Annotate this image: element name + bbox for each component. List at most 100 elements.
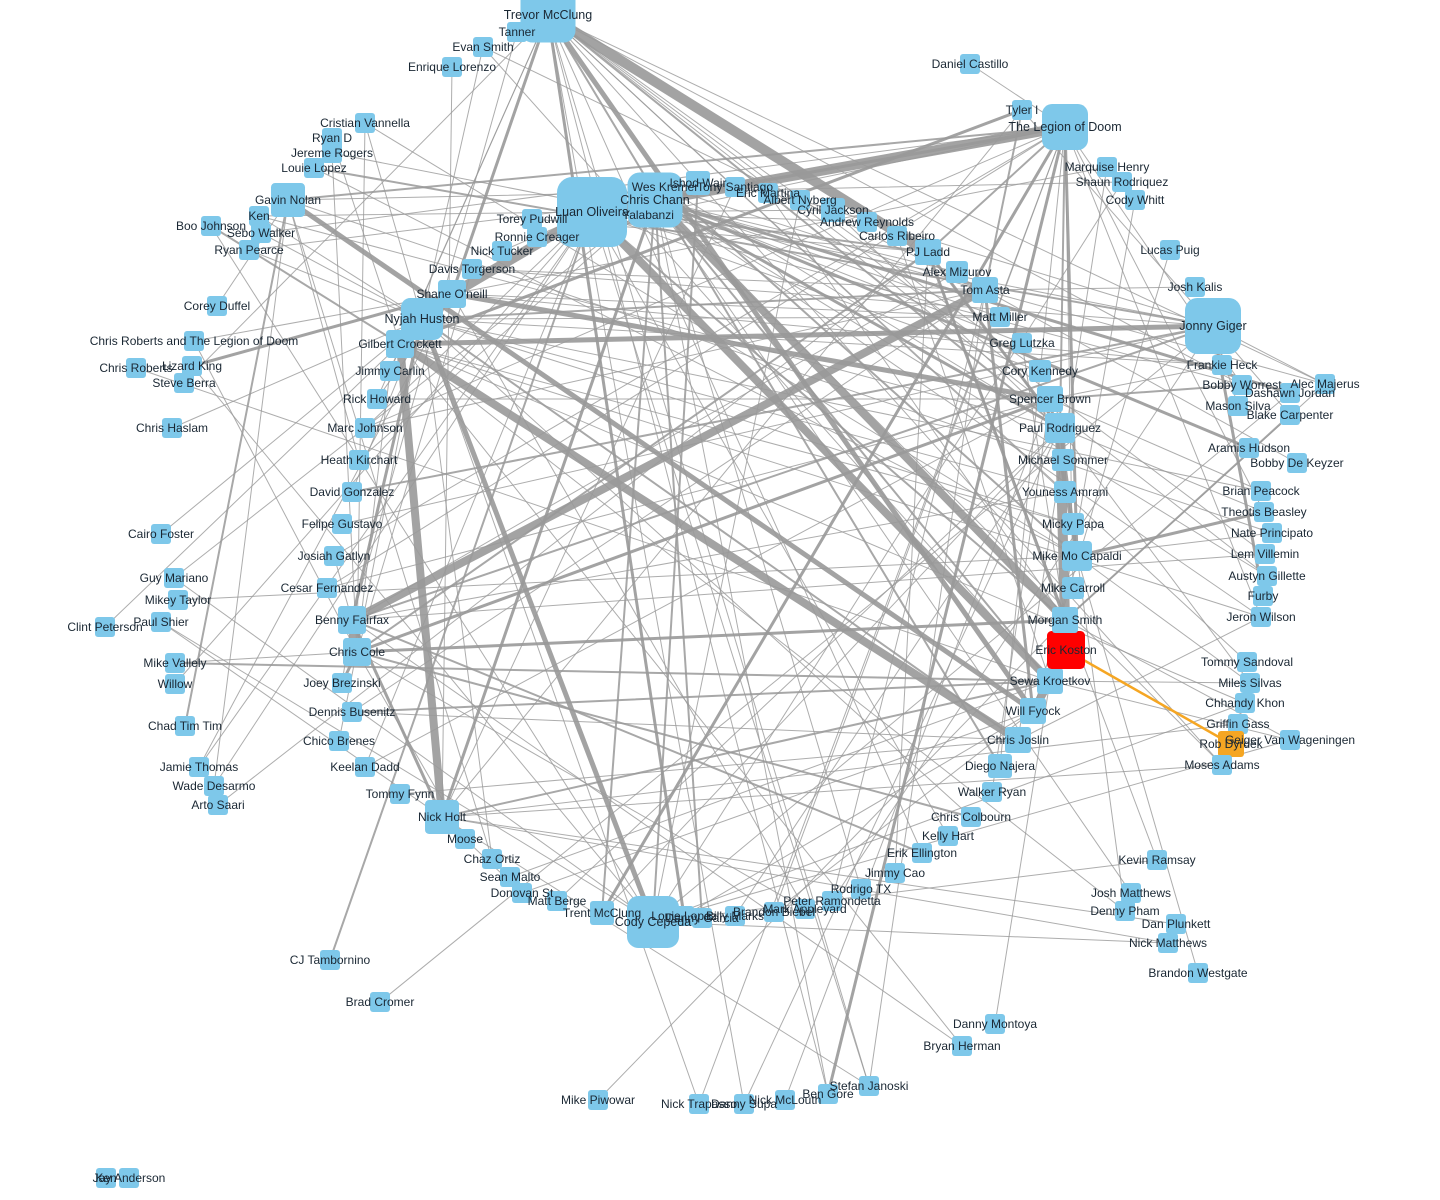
svg-text:Jamie Thomas: Jamie Thomas — [160, 760, 238, 774]
svg-text:Jeron Wilson: Jeron Wilson — [1226, 610, 1295, 624]
svg-text:Rodrigo TX: Rodrigo TX — [831, 882, 891, 896]
svg-text:Erik Ellington: Erik Ellington — [887, 846, 957, 860]
svg-text:Luan Oliveira: Luan Oliveira — [555, 205, 629, 219]
svg-text:Willow: Willow — [158, 677, 193, 691]
svg-text:Nick Tucker: Nick Tucker — [471, 244, 534, 258]
svg-text:Lem Villemin: Lem Villemin — [1231, 547, 1299, 561]
svg-text:Josiah Gatlyn: Josiah Gatlyn — [298, 549, 371, 563]
svg-text:Cairo Foster: Cairo Foster — [128, 527, 194, 541]
svg-text:Sewa Kroetkov: Sewa Kroetkov — [1010, 674, 1091, 688]
svg-text:Josh Matthews: Josh Matthews — [1091, 886, 1171, 900]
svg-text:Wes Kremer: Wes Kremer — [632, 180, 698, 194]
svg-text:Marc Johnson: Marc Johnson — [327, 421, 402, 435]
svg-text:Keelan Dadd: Keelan Dadd — [330, 760, 399, 774]
svg-text:Austyn Gillette: Austyn Gillette — [1228, 569, 1306, 583]
svg-text:Sebo Walker: Sebo Walker — [227, 226, 295, 240]
svg-text:Davis Torgerson: Davis Torgerson — [429, 262, 515, 276]
svg-text:Cesar Fernandez: Cesar Fernandez — [281, 581, 374, 595]
svg-text:Mike Vallely: Mike Vallely — [143, 656, 206, 670]
svg-text:Shane O'neill: Shane O'neill — [416, 287, 487, 301]
svg-text:Bobby De Keyzer: Bobby De Keyzer — [1250, 456, 1343, 470]
svg-text:Guy Mariano: Guy Mariano — [140, 571, 209, 585]
svg-text:Ryan D: Ryan D — [312, 131, 352, 145]
svg-text:Cody Whitt: Cody Whitt — [1106, 193, 1165, 207]
svg-text:Evan Smith: Evan Smith — [452, 40, 513, 54]
svg-text:Corey Duffel: Corey Duffel — [184, 299, 250, 313]
svg-text:Trevor McClung: Trevor McClung — [504, 8, 592, 22]
svg-text:Joey Brezinski: Joey Brezinski — [303, 676, 380, 690]
svg-text:Wade Desarmo: Wade Desarmo — [173, 779, 256, 793]
svg-text:Daniel Castillo: Daniel Castillo — [932, 57, 1009, 71]
svg-text:Marquise Henry: Marquise Henry — [1065, 160, 1150, 174]
svg-text:David Gonzalez: David Gonzalez — [310, 485, 395, 499]
svg-text:Ken: Ken — [248, 209, 269, 223]
svg-text:Andrew Reynolds: Andrew Reynolds — [820, 215, 914, 229]
svg-text:Dennis Busenitz: Dennis Busenitz — [309, 705, 396, 719]
svg-text:Morgan Smith: Morgan Smith — [1028, 613, 1103, 627]
svg-text:Griffin Gass: Griffin Gass — [1206, 717, 1269, 731]
svg-text:Chris Haslam: Chris Haslam — [136, 421, 208, 435]
svg-text:Furby: Furby — [1248, 589, 1279, 603]
svg-text:Diego Najera: Diego Najera — [965, 759, 1035, 773]
svg-text:Moses Adams: Moses Adams — [1184, 758, 1259, 772]
svg-text:Nate Principato: Nate Principato — [1231, 526, 1313, 540]
svg-text:Frankie Heck: Frankie Heck — [1187, 358, 1259, 372]
svg-text:Bryan Herman: Bryan Herman — [923, 1039, 1000, 1053]
svg-text:Micky Papa: Micky Papa — [1042, 517, 1104, 531]
svg-text:Shaun Rodriquez: Shaun Rodriquez — [1076, 175, 1169, 189]
svg-text:Rob Dyrdek: Rob Dyrdek — [1199, 737, 1263, 751]
svg-text:Nick Matthews: Nick Matthews — [1129, 936, 1207, 950]
svg-text:Youness Amrani: Youness Amrani — [1022, 485, 1108, 499]
svg-text:Kelly Hart: Kelly Hart — [922, 829, 975, 843]
svg-text:Benny Fairfax: Benny Fairfax — [315, 613, 389, 627]
svg-text:Aramis Hudson: Aramis Hudson — [1208, 441, 1290, 455]
svg-text:Mike Carroll: Mike Carroll — [1041, 581, 1105, 595]
svg-text:Enrique Lorenzo: Enrique Lorenzo — [408, 60, 496, 74]
svg-text:Tom Asta: Tom Asta — [960, 283, 1010, 297]
svg-text:Eric Koston: Eric Koston — [1035, 643, 1096, 657]
svg-text:Josh Kalis: Josh Kalis — [1168, 280, 1223, 294]
svg-text:Chris Roberts and The Legion o: Chris Roberts and The Legion of Doom — [90, 334, 299, 348]
svg-text:Jereme Rogers: Jereme Rogers — [291, 146, 373, 160]
svg-text:Alex Mizurov: Alex Mizurov — [923, 265, 992, 279]
svg-text:Jay Anderson: Jay Anderson — [93, 1171, 166, 1185]
svg-text:Peter Ramondetta: Peter Ramondetta — [783, 894, 881, 908]
svg-text:Denny Pham: Denny Pham — [1090, 904, 1159, 918]
svg-text:Lizard King: Lizard King — [162, 359, 222, 373]
svg-text:Heath Kirchart: Heath Kirchart — [321, 453, 398, 467]
svg-text:Stefan Janoski: Stefan Janoski — [830, 1079, 909, 1093]
svg-text:Matt Miller: Matt Miller — [972, 310, 1027, 324]
svg-text:Gavin Nolan: Gavin Nolan — [255, 193, 321, 207]
svg-text:Chico Brenes: Chico Brenes — [303, 734, 375, 748]
svg-text:Ronnie Creager: Ronnie Creager — [495, 230, 580, 244]
svg-text:Steve Berra: Steve Berra — [152, 376, 216, 390]
svg-text:Clint Peterson: Clint Peterson — [67, 620, 142, 634]
svg-text:Danny Montoya: Danny Montoya — [953, 1017, 1037, 1031]
svg-text:Dan Plunkett: Dan Plunkett — [1142, 917, 1211, 931]
svg-text:The Legion of Doom: The Legion of Doom — [1008, 120, 1121, 134]
svg-text:Tommy Fynn: Tommy Fynn — [366, 787, 435, 801]
svg-text:Greg Lutzka: Greg Lutzka — [989, 336, 1055, 350]
svg-text:Carlos Ribeiro: Carlos Ribeiro — [859, 229, 935, 243]
svg-text:Chaz Ortiz: Chaz Ortiz — [464, 852, 521, 866]
svg-text:Sean Malto: Sean Malto — [480, 870, 541, 884]
svg-text:Jonny Giger: Jonny Giger — [1179, 319, 1246, 333]
svg-text:Cristian Vannella: Cristian Vannella — [320, 116, 410, 130]
svg-text:Tanner: Tanner — [499, 25, 536, 39]
svg-text:Theotis Beasley: Theotis Beasley — [1221, 505, 1306, 519]
svg-text:Tyler I: Tyler I — [1006, 103, 1039, 117]
svg-text:Chris Chann: Chris Chann — [620, 193, 690, 207]
svg-text:CJ Tambornino: CJ Tambornino — [290, 953, 371, 967]
svg-text:Lucas Puig: Lucas Puig — [1140, 243, 1199, 257]
svg-text:Rick Howard: Rick Howard — [343, 392, 411, 406]
svg-text:Chad Tim Tim: Chad Tim Tim — [148, 719, 222, 733]
svg-text:Mikey Taylor: Mikey Taylor — [145, 593, 211, 607]
svg-text:Jimmy Carlin: Jimmy Carlin — [355, 364, 424, 378]
svg-text:Mike Piwowar: Mike Piwowar — [561, 1093, 635, 1107]
svg-text:Walker Ryan: Walker Ryan — [958, 785, 1026, 799]
svg-text:Yalabanzi: Yalabanzi — [622, 208, 674, 222]
svg-text:Jimmy Cao: Jimmy Cao — [865, 866, 925, 880]
svg-text:Moose: Moose — [447, 832, 483, 846]
svg-text:Blake Carpenter: Blake Carpenter — [1247, 408, 1334, 422]
svg-text:PJ Ladd: PJ Ladd — [906, 245, 950, 259]
